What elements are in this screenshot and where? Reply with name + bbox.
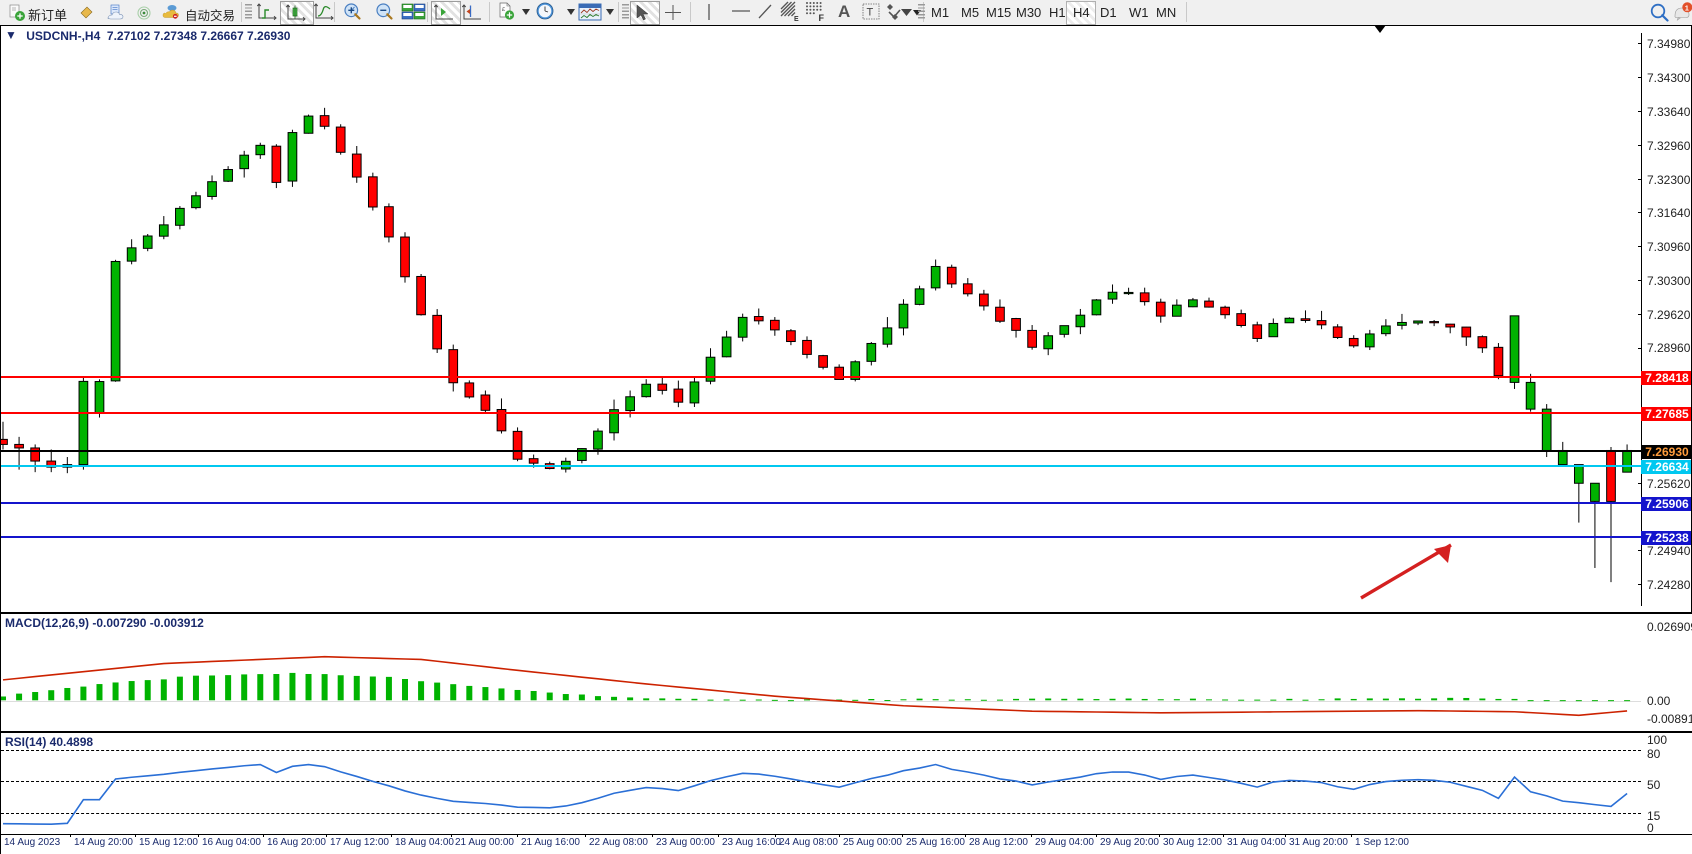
svg-text:1: 1 bbox=[1685, 4, 1689, 13]
svg-text:£: £ bbox=[502, 7, 505, 13]
svg-text:F: F bbox=[819, 13, 825, 22]
svg-text:E: E bbox=[794, 16, 799, 23]
svg-text:T: T bbox=[867, 7, 874, 19]
